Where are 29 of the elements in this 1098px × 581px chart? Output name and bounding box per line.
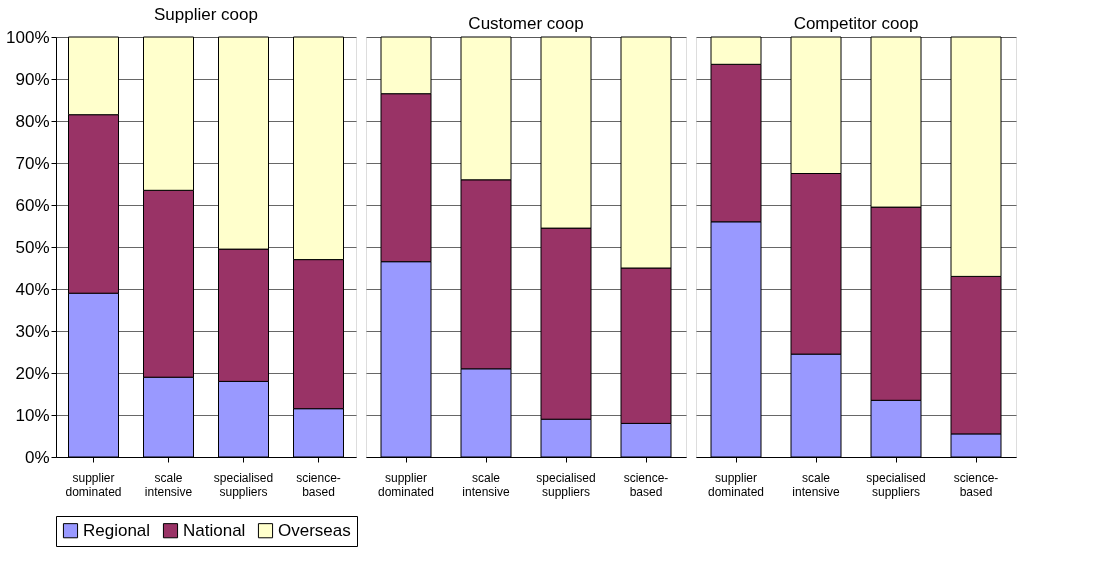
- x-tick-label: science- based: [953, 470, 999, 499]
- x-tick-label: science- based: [296, 470, 341, 499]
- y-tick-label: 60%: [15, 195, 50, 215]
- legend-label: National: [183, 520, 246, 540]
- y-tick-label: 100%: [6, 27, 50, 47]
- x-tick-label: supplier dominated: [65, 470, 122, 499]
- x-tick-label: specialised suppliers: [866, 470, 926, 499]
- y-tick-label: 50%: [15, 237, 50, 257]
- x-tick-label: scale intensive: [144, 470, 193, 499]
- x-tick-label: specialised suppliers: [536, 470, 596, 499]
- y-tick-label: 20%: [15, 363, 50, 383]
- y-tick-label: 10%: [15, 405, 50, 425]
- y-tick-label: 80%: [15, 111, 50, 131]
- x-tick-label: supplier dominated: [707, 470, 765, 499]
- x-tick-label: scale intensive: [462, 470, 510, 499]
- y-tick-label: 70%: [15, 153, 50, 173]
- y-tick-label: 30%: [15, 321, 50, 341]
- x-tick-label: specialised suppliers: [213, 470, 274, 499]
- legend-label: Overseas: [278, 520, 351, 540]
- chart-title: Supplier coop: [154, 5, 258, 24]
- x-tick-label: supplier dominated: [377, 470, 435, 499]
- y-tick-label: 90%: [15, 69, 50, 89]
- y-tick-label: 0%: [24, 447, 50, 467]
- chart-title: Customer coop: [468, 13, 584, 33]
- chart-title: Competitor coop: [793, 13, 919, 33]
- x-tick-label: science- based: [623, 470, 669, 499]
- legend-label: Regional: [83, 520, 151, 540]
- y-tick-label: 40%: [15, 279, 50, 299]
- x-tick-label: scale intensive: [792, 470, 840, 499]
